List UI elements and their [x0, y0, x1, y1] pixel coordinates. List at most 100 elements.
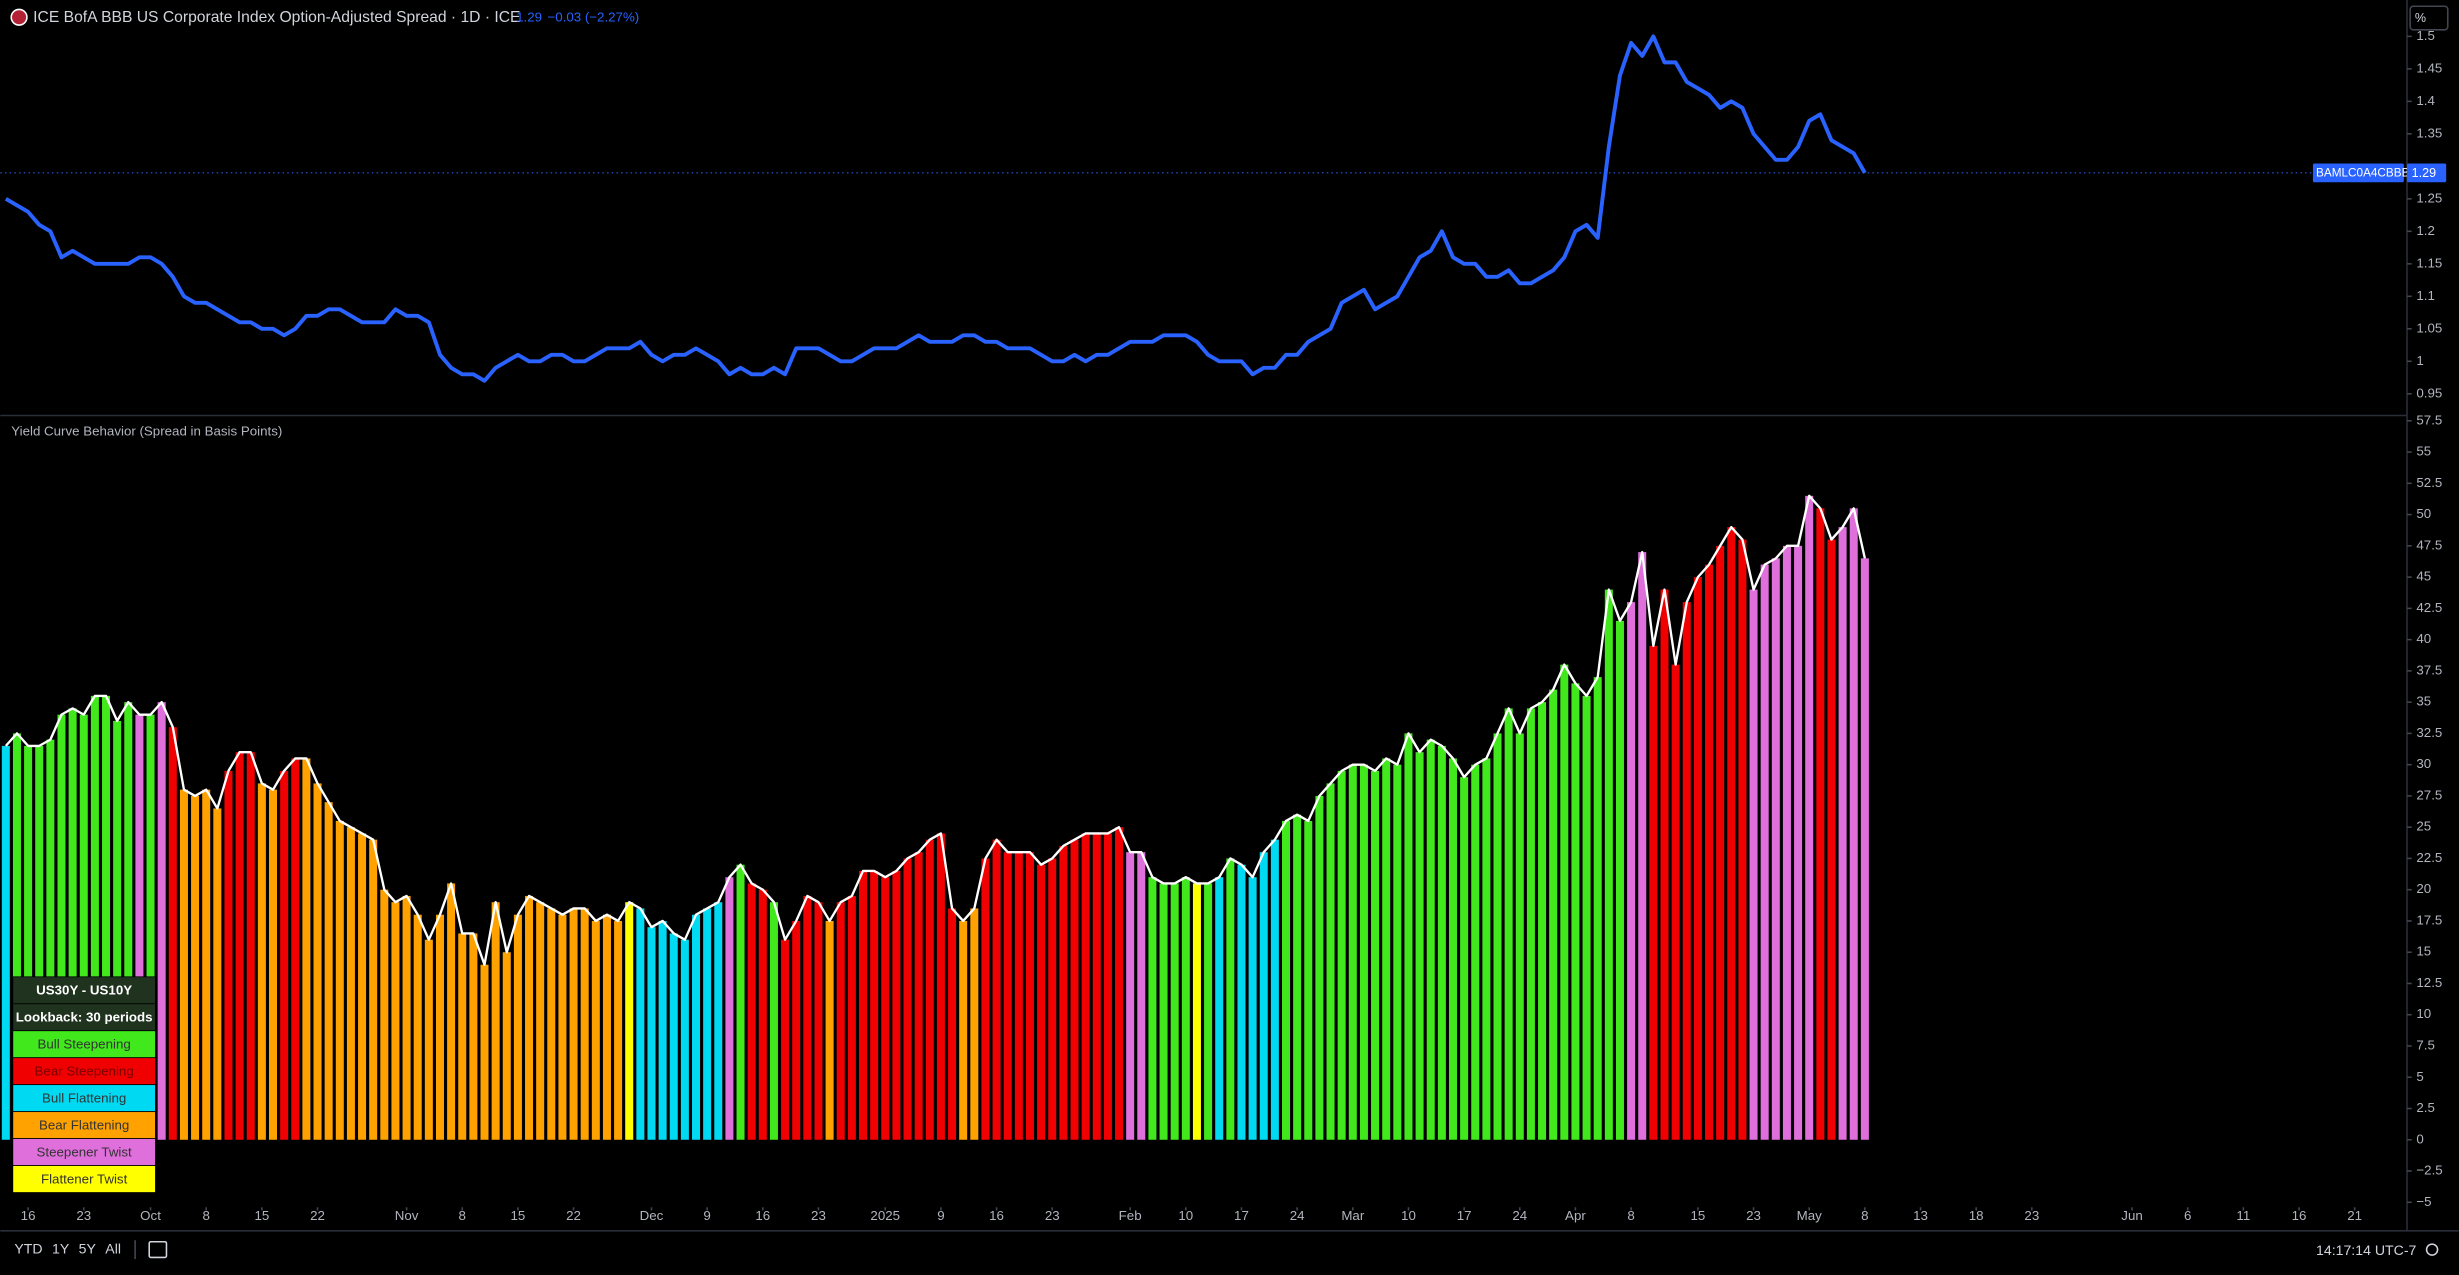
bar	[591, 920, 600, 1140]
bar	[959, 920, 968, 1140]
bar	[391, 902, 400, 1140]
y-tick-label: 2.5	[2416, 1100, 2435, 1115]
bar	[1315, 795, 1324, 1140]
bar	[1014, 852, 1023, 1140]
y-tick-label: 50	[2416, 506, 2431, 521]
bar	[1593, 677, 1602, 1140]
bar	[1137, 852, 1146, 1140]
bar	[213, 808, 222, 1140]
bar	[580, 908, 589, 1140]
bar	[1048, 858, 1057, 1140]
bar	[1471, 764, 1480, 1140]
x-tick-label: 2025	[870, 1208, 900, 1223]
bar	[1448, 758, 1457, 1140]
x-tick-label: 8	[203, 1208, 210, 1223]
bar	[1115, 827, 1124, 1140]
x-tick-label: 24	[1290, 1208, 1305, 1223]
range-button[interactable]: 1Y	[52, 1240, 70, 1256]
bar	[1560, 664, 1569, 1140]
bar	[224, 770, 233, 1140]
y-tick-label: 7.5	[2416, 1038, 2435, 1053]
bar	[146, 714, 155, 1140]
bar	[1615, 620, 1624, 1140]
bar	[291, 758, 300, 1140]
x-tick-label: May	[1797, 1208, 1822, 1223]
x-tick-label: 15	[254, 1208, 269, 1223]
range-button[interactable]: All	[105, 1240, 121, 1256]
bar	[1638, 552, 1647, 1140]
range-button[interactable]: 5Y	[79, 1240, 97, 1256]
bar	[1270, 839, 1279, 1140]
y-tick-label: 57.5	[2416, 412, 2442, 427]
bar	[90, 695, 99, 1140]
bar	[847, 895, 856, 1140]
x-tick-label: 17	[1234, 1208, 1249, 1223]
bar	[669, 933, 678, 1140]
bar	[1081, 833, 1090, 1140]
bar	[1126, 852, 1135, 1140]
date-range-icon[interactable]	[148, 1240, 168, 1259]
bar	[435, 914, 444, 1140]
bar	[335, 820, 344, 1140]
bar	[1103, 833, 1112, 1140]
bar	[925, 839, 934, 1140]
x-tick-label: 9	[937, 1208, 944, 1223]
x-tick-label: 9	[703, 1208, 710, 1223]
bar	[547, 908, 556, 1140]
bar	[625, 902, 634, 1140]
y-tick-label: 1.05	[2416, 320, 2442, 335]
bar	[892, 870, 901, 1140]
bar	[1671, 664, 1680, 1140]
range-button[interactable]: YTD	[14, 1240, 42, 1256]
bar	[747, 883, 756, 1140]
bar	[157, 702, 166, 1140]
legend-label: Bull Steepening	[38, 1037, 131, 1052]
bar	[914, 852, 923, 1140]
bar	[1, 745, 10, 1140]
bar	[1337, 770, 1346, 1140]
bar	[246, 752, 255, 1140]
bar	[602, 914, 611, 1140]
bar	[280, 770, 289, 1140]
bar	[424, 939, 433, 1140]
bar	[558, 914, 567, 1140]
percent-button[interactable]	[2409, 5, 2449, 31]
bar	[135, 714, 144, 1140]
bar	[1304, 820, 1313, 1140]
x-tick-label: 6	[2184, 1208, 2191, 1223]
legend-swatch	[12, 1030, 156, 1059]
percent-button-label[interactable]: %	[2415, 11, 2426, 25]
bar	[480, 964, 489, 1140]
bar	[781, 939, 790, 1140]
bar	[1003, 852, 1012, 1140]
bar	[569, 908, 578, 1140]
bar	[1549, 689, 1558, 1140]
bar	[1693, 577, 1702, 1140]
x-tick-label: 8	[1861, 1208, 1868, 1223]
y-tick-label: 52.5	[2416, 475, 2442, 490]
bar	[79, 714, 88, 1140]
bar	[992, 839, 1001, 1140]
bar	[1148, 877, 1157, 1140]
x-tick-label: 17	[1457, 1208, 1472, 1223]
bar	[1682, 602, 1691, 1140]
bar	[1159, 883, 1168, 1140]
bar	[1192, 883, 1201, 1140]
bar	[814, 902, 823, 1140]
y-tick-label: 25	[2416, 819, 2431, 834]
indicator-title: Yield Curve Behavior (Spread in Basis Po…	[11, 423, 282, 438]
bar	[413, 914, 422, 1140]
bar	[769, 902, 778, 1140]
bar	[24, 745, 33, 1140]
legend-header-text: US30Y - US10Y	[36, 983, 132, 998]
bar	[870, 870, 879, 1140]
bar	[1749, 589, 1758, 1140]
y-tick-label: 55	[2416, 444, 2431, 459]
y-tick-label: 1.5	[2416, 28, 2435, 43]
y-tick-label: 37.5	[2416, 662, 2442, 677]
settings-icon[interactable]	[2425, 1243, 2439, 1256]
bar	[46, 739, 55, 1140]
bar	[680, 939, 689, 1140]
y-tick-label: 1.2	[2416, 223, 2435, 238]
